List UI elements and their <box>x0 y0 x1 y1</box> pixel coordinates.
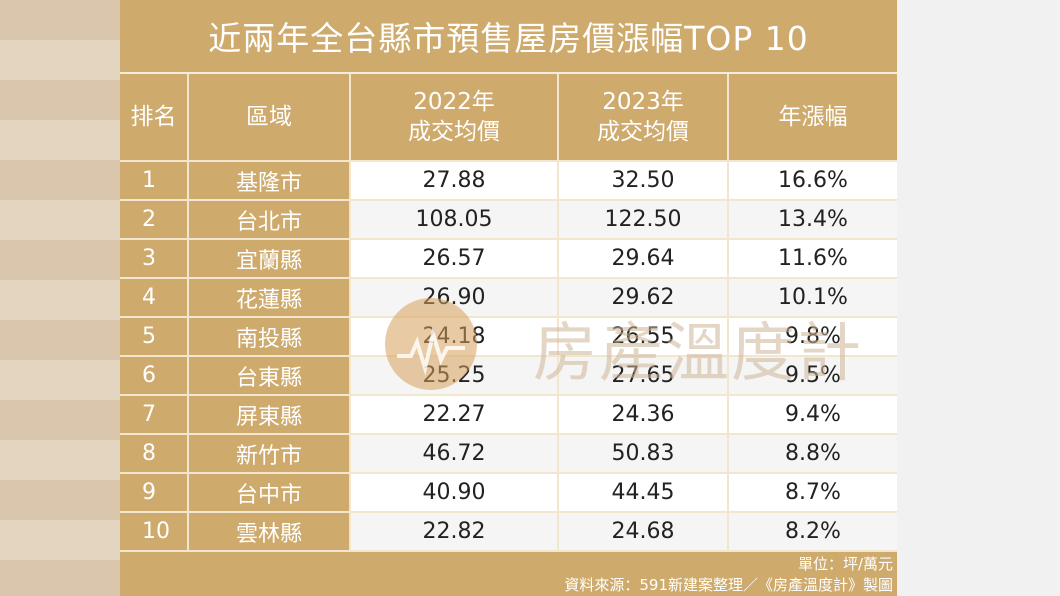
growth-cell: 8.8% <box>728 434 897 474</box>
rank-cell: 6 <box>120 356 189 396</box>
table-row: 3 宜蘭縣 26.57 29.64 11.6% <box>120 239 897 279</box>
price-2022-cell: 24.18 <box>350 317 559 357</box>
header-2023-label: 成交均價 <box>597 119 689 145</box>
page-title: 近兩年全台縣市預售屋房價漲幅TOP 10 <box>208 19 809 58</box>
region-cell: 台中市 <box>188 473 351 513</box>
header-rank: 排名 <box>120 74 189 162</box>
price-2023-cell: 27.65 <box>558 356 729 396</box>
growth-cell: 8.7% <box>728 473 897 513</box>
rank-cell: 3 <box>120 239 189 279</box>
region-cell: 台北市 <box>188 200 351 240</box>
title-divider <box>120 72 897 74</box>
table-row: 9 台中市 40.90 44.45 8.7% <box>120 473 897 513</box>
growth-cell: 9.5% <box>728 356 897 396</box>
rank-cell: 2 <box>120 200 189 240</box>
rank-cell: 9 <box>120 473 189 513</box>
header-2022-year: 2022年 <box>413 89 495 115</box>
header-2022-price: 2022年 成交均價 <box>350 74 559 162</box>
growth-cell: 10.1% <box>728 278 897 318</box>
price-growth-table: 排名 區域 2022年 成交均價 2023年 成交均價 年漲幅 1 基隆市 27… <box>120 74 897 552</box>
region-cell: 台東縣 <box>188 356 351 396</box>
price-2023-cell: 29.64 <box>558 239 729 279</box>
infographic-card: 近兩年全台縣市預售屋房價漲幅TOP 10 排名 區域 2022年 成交均價 20… <box>120 0 897 596</box>
rank-cell: 5 <box>120 317 189 357</box>
table-row: 5 南投縣 24.18 26.55 9.8% <box>120 317 897 357</box>
price-2022-cell: 46.72 <box>350 434 559 474</box>
price-2023-cell: 24.36 <box>558 395 729 435</box>
rank-cell: 4 <box>120 278 189 318</box>
header-2022-label: 成交均價 <box>408 119 500 145</box>
price-2023-cell: 50.83 <box>558 434 729 474</box>
region-cell: 新竹市 <box>188 434 351 474</box>
region-cell: 基隆市 <box>188 161 351 201</box>
unit-note: 單位：坪/萬元 <box>797 555 893 573</box>
rank-cell: 10 <box>120 512 189 552</box>
region-cell: 南投縣 <box>188 317 351 357</box>
price-2023-cell: 29.62 <box>558 278 729 318</box>
price-2022-cell: 26.57 <box>350 239 559 279</box>
rank-cell: 7 <box>120 395 189 435</box>
header-region: 區域 <box>188 74 351 162</box>
price-2023-cell: 24.68 <box>558 512 729 552</box>
background-right <box>897 0 1060 596</box>
price-2022-cell: 25.25 <box>350 356 559 396</box>
table-row: 8 新竹市 46.72 50.83 8.8% <box>120 434 897 474</box>
table-row: 6 台東縣 25.25 27.65 9.5% <box>120 356 897 396</box>
source-note: 資料來源：591新建案整理／《房產溫度計》製圖 <box>564 576 893 594</box>
table-row: 4 花蓮縣 26.90 29.62 10.1% <box>120 278 897 318</box>
table-header-row: 排名 區域 2022年 成交均價 2023年 成交均價 年漲幅 <box>120 74 897 162</box>
price-2023-cell: 32.50 <box>558 161 729 201</box>
region-cell: 宜蘭縣 <box>188 239 351 279</box>
background-left <box>0 0 120 596</box>
price-2022-cell: 108.05 <box>350 200 559 240</box>
price-2023-cell: 44.45 <box>558 473 729 513</box>
table-row: 1 基隆市 27.88 32.50 16.6% <box>120 161 897 201</box>
growth-cell: 13.4% <box>728 200 897 240</box>
price-2022-cell: 22.27 <box>350 395 559 435</box>
growth-cell: 11.6% <box>728 239 897 279</box>
header-growth: 年漲幅 <box>728 74 897 162</box>
table-row: 7 屏東縣 22.27 24.36 9.4% <box>120 395 897 435</box>
growth-cell: 9.8% <box>728 317 897 357</box>
region-cell: 雲林縣 <box>188 512 351 552</box>
price-2022-cell: 22.82 <box>350 512 559 552</box>
growth-cell: 9.4% <box>728 395 897 435</box>
price-2022-cell: 40.90 <box>350 473 559 513</box>
region-cell: 花蓮縣 <box>188 278 351 318</box>
rank-cell: 1 <box>120 161 189 201</box>
region-cell: 屏東縣 <box>188 395 351 435</box>
header-2023-price: 2023年 成交均價 <box>558 74 729 162</box>
table-row: 10 雲林縣 22.82 24.68 8.2% <box>120 512 897 552</box>
table-row: 2 台北市 108.05 122.50 13.4% <box>120 200 897 240</box>
header-2023-year: 2023年 <box>602 89 684 115</box>
growth-cell: 8.2% <box>728 512 897 552</box>
price-2023-cell: 26.55 <box>558 317 729 357</box>
rank-cell: 8 <box>120 434 189 474</box>
price-2022-cell: 27.88 <box>350 161 559 201</box>
price-2022-cell: 26.90 <box>350 278 559 318</box>
growth-cell: 16.6% <box>728 161 897 201</box>
price-2023-cell: 122.50 <box>558 200 729 240</box>
